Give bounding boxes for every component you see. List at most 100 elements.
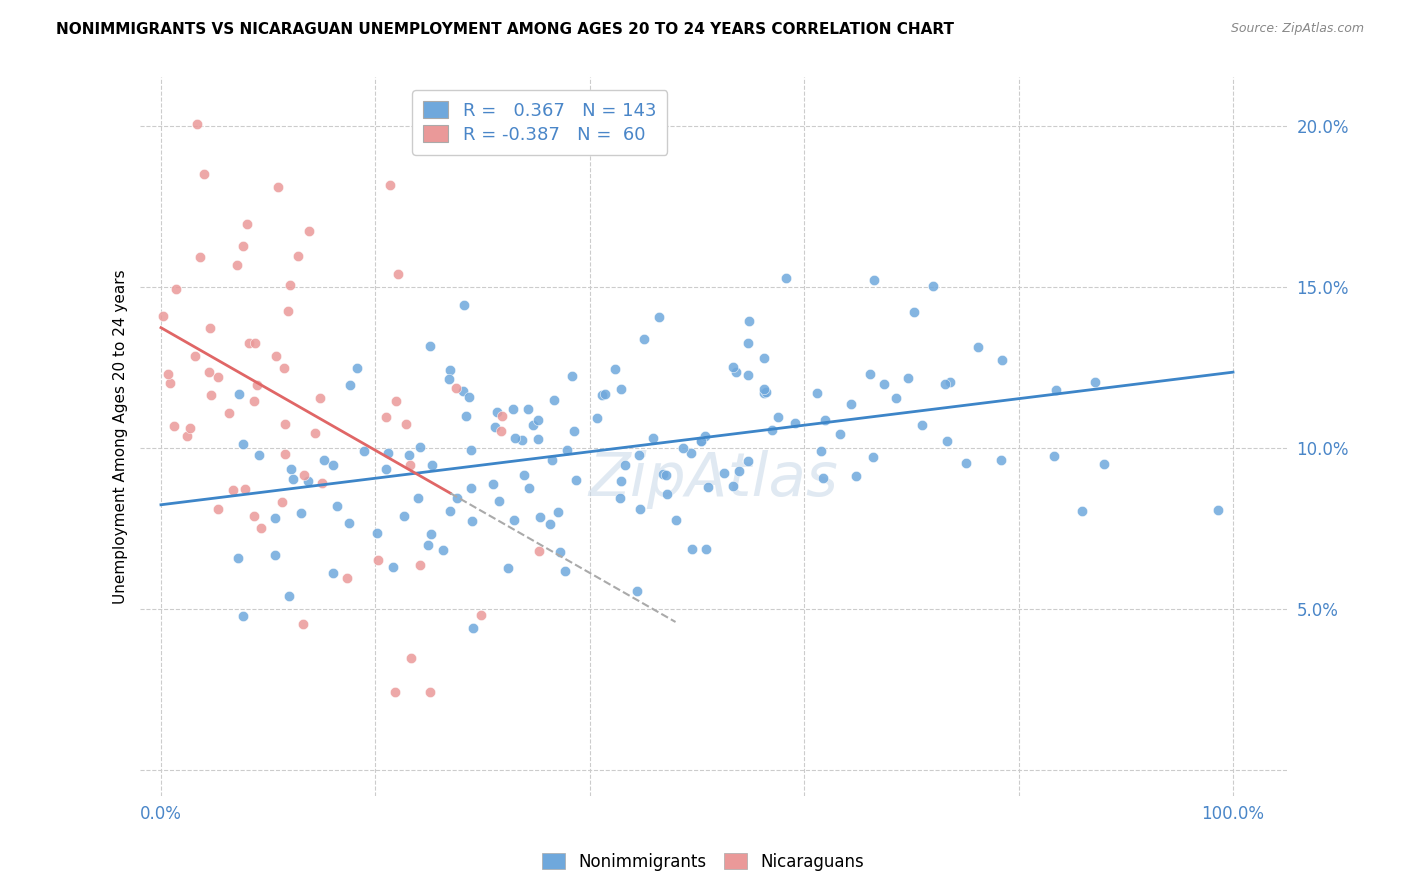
Point <box>419 339 441 353</box>
Point <box>565 473 588 487</box>
Point <box>651 467 673 482</box>
Point <box>610 474 633 488</box>
Point <box>1084 375 1107 389</box>
Point <box>814 413 837 427</box>
Point <box>280 462 302 476</box>
Point <box>238 336 260 351</box>
Point <box>419 527 441 541</box>
Point <box>911 417 934 432</box>
Point <box>278 589 301 603</box>
Point <box>226 551 249 566</box>
Point <box>290 506 312 520</box>
Point <box>681 541 703 556</box>
Point <box>690 434 713 448</box>
Point <box>398 458 420 472</box>
Point <box>460 443 482 458</box>
Point <box>437 372 460 386</box>
Point <box>401 651 423 665</box>
Point <box>496 561 519 575</box>
Point <box>519 482 541 496</box>
Point <box>862 450 884 464</box>
Point <box>486 405 509 419</box>
Point <box>374 461 396 475</box>
Point <box>287 249 309 263</box>
Point <box>366 526 388 541</box>
Point <box>277 303 299 318</box>
Point <box>939 375 962 389</box>
Point <box>446 381 468 395</box>
Point <box>200 388 222 402</box>
Point <box>439 363 461 377</box>
Point <box>737 453 759 467</box>
Point <box>337 516 360 531</box>
Point <box>326 500 349 514</box>
Point <box>591 388 613 402</box>
Point <box>1045 384 1067 398</box>
Point <box>766 409 789 424</box>
Point <box>409 558 432 573</box>
Point <box>543 393 565 408</box>
Point <box>754 351 776 365</box>
Point <box>555 443 578 458</box>
Point <box>723 360 745 375</box>
Point <box>186 117 208 131</box>
Point <box>274 447 297 461</box>
Point <box>232 239 254 253</box>
Point <box>548 545 571 559</box>
Point <box>163 418 186 433</box>
Point <box>336 571 359 585</box>
Point <box>655 468 678 483</box>
Point <box>281 472 304 486</box>
Point <box>183 350 205 364</box>
Point <box>502 513 524 527</box>
Point <box>665 514 688 528</box>
Point <box>810 444 832 458</box>
Point <box>454 409 477 423</box>
Point <box>627 448 650 462</box>
Point <box>728 464 751 478</box>
Point <box>628 502 651 516</box>
Point <box>377 446 399 460</box>
Point <box>561 369 583 384</box>
Point <box>641 431 664 445</box>
Point <box>614 458 637 472</box>
Point <box>460 481 482 495</box>
Point <box>830 426 852 441</box>
Point <box>247 448 270 462</box>
Point <box>159 376 181 390</box>
Point <box>385 394 408 409</box>
Point <box>754 386 776 401</box>
Point <box>165 282 187 296</box>
Point <box>470 607 492 622</box>
Point <box>526 412 548 426</box>
Point <box>353 443 375 458</box>
Point <box>527 544 550 558</box>
Point <box>775 271 797 285</box>
Point <box>695 541 717 556</box>
Point <box>955 456 977 470</box>
Point <box>264 548 287 562</box>
Point <box>586 411 609 425</box>
Point <box>502 402 524 417</box>
Text: NONIMMIGRANTS VS NICARAGUAN UNEMPLOYMENT AMONG AGES 20 TO 24 YEARS CORRELATION C: NONIMMIGRANTS VS NICARAGUAN UNEMPLOYMENT… <box>56 22 955 37</box>
Point <box>458 390 481 404</box>
Point <box>233 482 256 496</box>
Point <box>529 509 551 524</box>
Point <box>990 352 1012 367</box>
Point <box>291 616 314 631</box>
Point <box>721 479 744 493</box>
Point <box>263 510 285 524</box>
Point <box>375 410 398 425</box>
Point <box>246 377 269 392</box>
Point <box>633 332 655 346</box>
Point <box>420 458 443 472</box>
Point <box>897 371 920 385</box>
Point <box>903 305 925 319</box>
Point <box>384 684 406 698</box>
Point <box>304 425 326 440</box>
Point <box>491 424 513 438</box>
Point <box>461 621 484 635</box>
Point <box>610 382 633 396</box>
Text: Source: ZipAtlas.com: Source: ZipAtlas.com <box>1230 22 1364 36</box>
Point <box>512 467 534 482</box>
